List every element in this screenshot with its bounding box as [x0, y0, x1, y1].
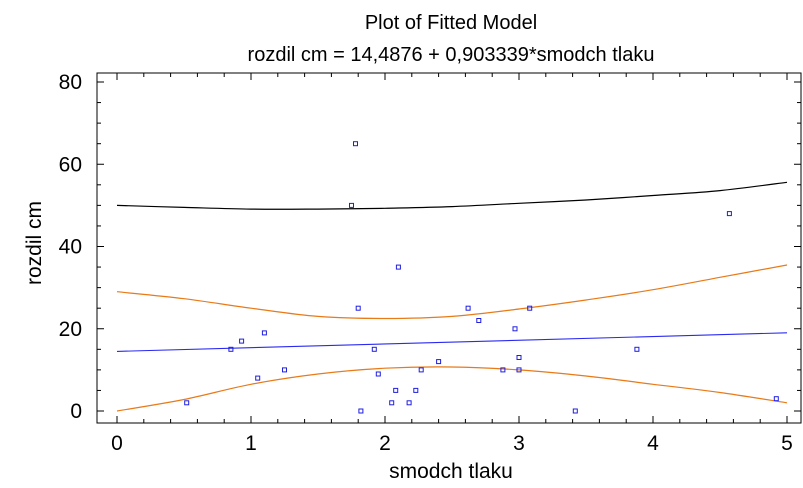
data-point — [634, 346, 640, 352]
x-tick-label: 5 — [781, 432, 793, 455]
x-axis-label: smodch tlaku — [389, 460, 513, 483]
x-tick-label: 0 — [111, 432, 123, 455]
fit-lines — [116, 181, 788, 412]
data-point — [476, 318, 482, 323]
data-point — [184, 400, 190, 406]
data-point — [261, 330, 267, 336]
axis-ticks — [97, 73, 801, 423]
data-point — [436, 359, 442, 365]
data-point — [527, 305, 533, 311]
data-point — [465, 305, 471, 311]
data-point — [282, 367, 287, 373]
data-point — [371, 346, 377, 352]
data-point — [516, 367, 522, 373]
data-point — [406, 400, 412, 406]
data-point — [255, 375, 261, 381]
y-tick-label: 0 — [70, 400, 82, 423]
data-point — [349, 202, 354, 208]
data-point — [773, 396, 779, 402]
axis-tick-labels: 0 1 2 3 4 5 0 20 40 60 80 — [59, 71, 793, 455]
chart-subtitle: rozdil cm = 14,4876 + 0,903339*smodch tl… — [248, 44, 655, 66]
confidence-band-upper — [116, 264, 788, 320]
data-point — [572, 408, 578, 414]
prediction-band-upper — [116, 181, 788, 210]
data-point — [355, 305, 361, 311]
data-point — [516, 355, 522, 360]
data-point — [395, 264, 401, 270]
fitted-line — [116, 332, 788, 352]
data-point — [375, 371, 381, 377]
data-point — [512, 326, 518, 332]
data-point — [726, 211, 732, 217]
y-tick-label: 20 — [59, 318, 82, 341]
data-point — [500, 367, 506, 373]
y-axis-label: rozdil cm — [23, 201, 46, 285]
y-tick-label: 60 — [59, 153, 82, 176]
y-tick-label: 40 — [59, 236, 82, 259]
y-tick-label: 80 — [59, 71, 82, 94]
data-point — [389, 400, 395, 406]
data-point — [353, 141, 358, 147]
x-tick-label: 4 — [647, 432, 659, 455]
data-point — [393, 387, 399, 393]
x-tick-label: 3 — [513, 432, 525, 455]
x-tick-label: 1 — [245, 432, 257, 455]
chart-title: Plot of Fitted Model — [365, 12, 537, 34]
confidence-band-lower — [116, 366, 788, 412]
data-points — [184, 141, 779, 414]
data-point — [413, 387, 419, 393]
data-point — [239, 338, 245, 344]
data-point — [228, 346, 234, 352]
x-tick-label: 2 — [379, 432, 391, 455]
plot-area-frame — [96, 72, 802, 424]
data-point — [418, 367, 424, 373]
data-point — [358, 408, 364, 414]
